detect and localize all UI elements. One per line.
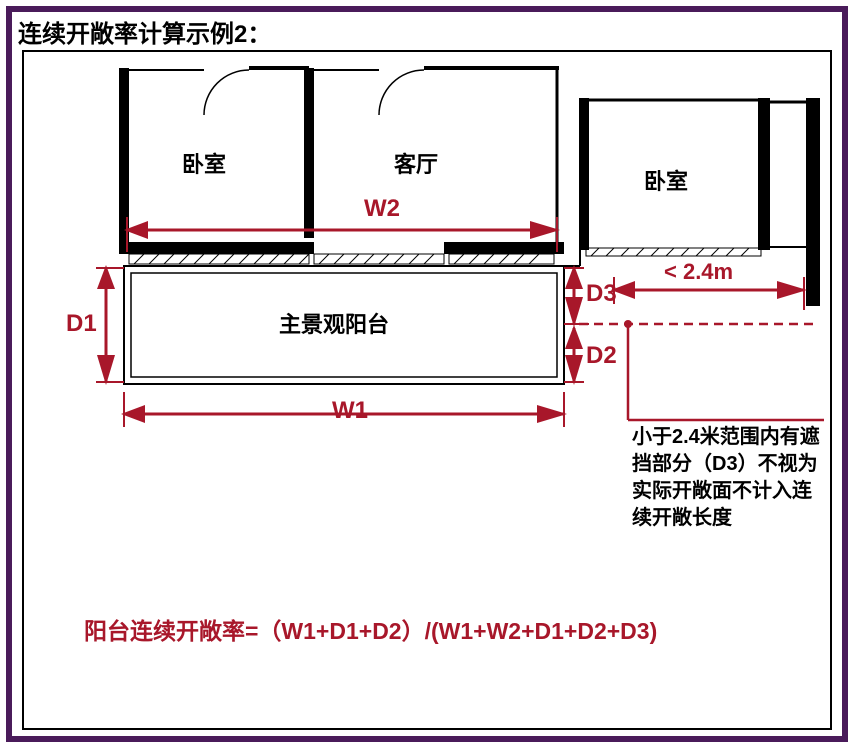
dim-D2: D2	[586, 342, 617, 370]
dim-D3: D3	[586, 280, 617, 308]
label-bedroom-right: 卧室	[644, 164, 688, 196]
label-living-room: 客厅	[394, 147, 438, 179]
label-balcony: 主景观阳台	[279, 307, 389, 339]
dim-gap: < 2.4m	[664, 259, 733, 285]
dim-W2: W2	[364, 195, 400, 223]
outer-frame: 连续开敞率计算示例2：	[6, 6, 848, 742]
page-title: 连续开敞率计算示例2：	[18, 14, 271, 49]
label-bedroom-left: 卧室	[182, 147, 226, 179]
dim-W1: W1	[332, 397, 368, 425]
dim-D1: D1	[66, 310, 97, 338]
formula-text: 阳台连续开敞率=（W1+D1+D2）/(W1+W2+D1+D2+D3)	[84, 612, 657, 646]
note-text: 小于2.4米范围内有遮挡部分（D3）不视为实际开敞面不计入连续开敞长度	[632, 424, 827, 532]
inner-frame: 卧室 客厅 卧室 主景观阳台 W2 W1 D1 D3 D2 < 2.4m 小于2…	[22, 50, 832, 730]
